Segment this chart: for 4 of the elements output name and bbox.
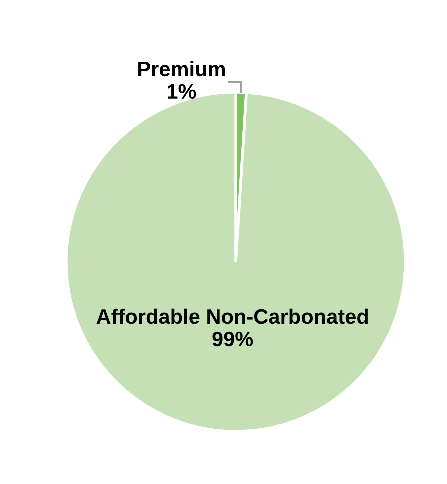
data-label: 1% (168, 84, 196, 99)
slice-label: Premium (138, 61, 226, 77)
data-label: 99% (212, 332, 254, 347)
slice-label: Affordable Non-Carbonated (96, 308, 368, 324)
